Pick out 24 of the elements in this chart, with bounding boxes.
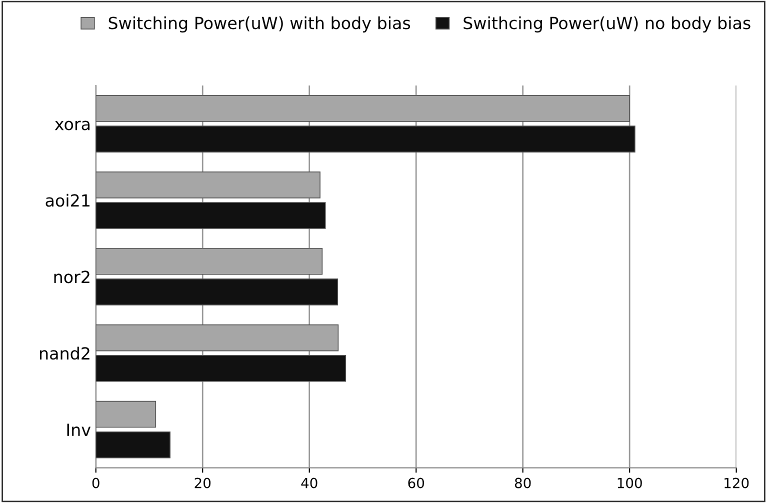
y-tick-label: aoi21 bbox=[46, 194, 90, 207]
bar bbox=[96, 248, 323, 275]
x-tick-label: 60 bbox=[408, 478, 424, 488]
x-tick-label: 0 bbox=[92, 478, 100, 488]
legend-label: Switching Power(uW) with body bias bbox=[108, 16, 410, 33]
y-tick-label: nor2 bbox=[54, 270, 90, 284]
bar bbox=[96, 95, 630, 122]
x-tick-label: 100 bbox=[618, 478, 642, 488]
y-tick-label: xora bbox=[54, 120, 90, 130]
bar bbox=[96, 400, 156, 428]
bar bbox=[96, 171, 320, 198]
bar bbox=[96, 354, 346, 382]
bar bbox=[96, 431, 170, 458]
x-tick-label: 40 bbox=[301, 478, 318, 488]
bar bbox=[96, 202, 326, 229]
bar bbox=[96, 278, 338, 306]
bar bbox=[96, 126, 636, 152]
x-tick-label: 80 bbox=[514, 478, 531, 488]
y-tick-label: nand2 bbox=[40, 346, 90, 360]
x-tick-label: 120 bbox=[724, 478, 749, 488]
x-tick-label: 20 bbox=[194, 478, 211, 488]
legend-label: Swithcing Power(uW) no body bias bbox=[464, 16, 750, 33]
bar bbox=[96, 324, 339, 352]
y-tick-label: Inv bbox=[67, 424, 91, 436]
